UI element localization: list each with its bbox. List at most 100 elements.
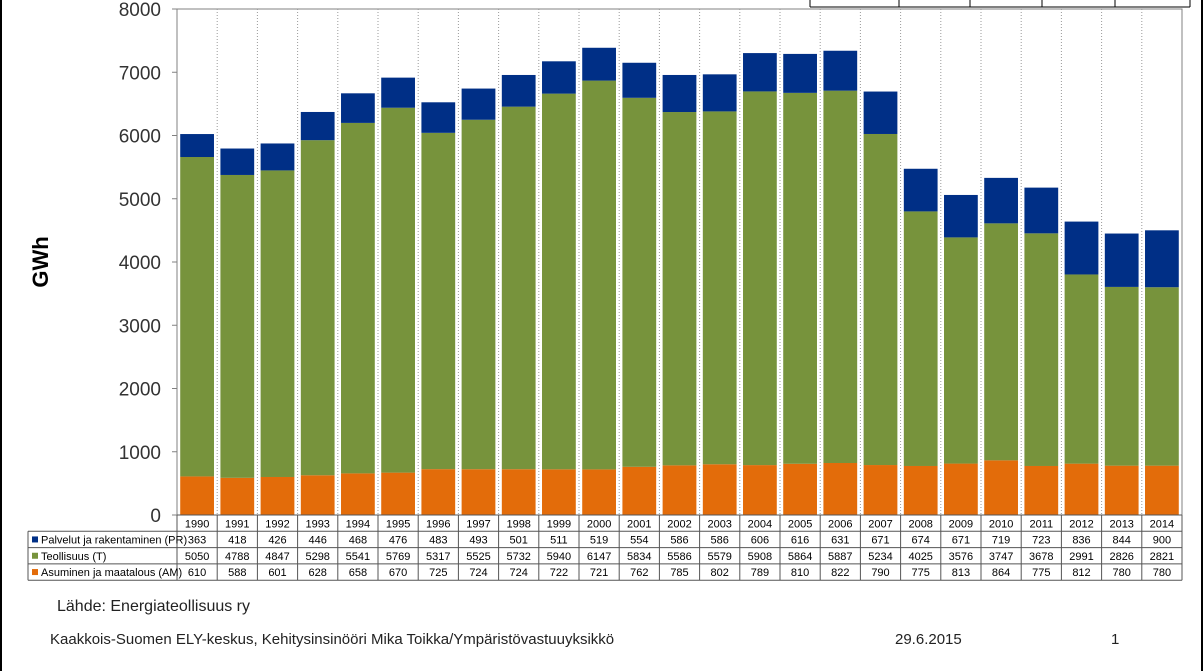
data-table-value: 670 xyxy=(389,567,407,579)
bar-segment xyxy=(944,194,978,238)
legend-key xyxy=(32,552,38,559)
bar-segment xyxy=(662,465,697,515)
data-table-value: 3678 xyxy=(1029,551,1053,563)
data-table-value: 812 xyxy=(1072,567,1090,579)
bar-segment xyxy=(220,477,255,515)
data-table-value: 5834 xyxy=(627,551,651,563)
data-table-value: 721 xyxy=(590,567,608,579)
bar-segment xyxy=(341,122,375,474)
bar-segment xyxy=(260,476,295,515)
legend-key xyxy=(32,569,38,576)
data-table-value: 789 xyxy=(751,567,769,579)
data-table-value: 864 xyxy=(992,567,1010,579)
data-table-value: 586 xyxy=(711,535,729,547)
y-tick-label: 0 xyxy=(150,506,161,527)
x-category-label: 1997 xyxy=(466,518,490,530)
data-table-value: 671 xyxy=(871,535,889,547)
data-table-value: 790 xyxy=(871,567,889,579)
data-table-value: 780 xyxy=(1113,567,1131,579)
bar-segment xyxy=(501,74,536,107)
bar-segment xyxy=(823,50,858,91)
x-category-label: 2014 xyxy=(1150,518,1174,530)
data-table-value: 2991 xyxy=(1069,551,1093,563)
slide-frame-right xyxy=(1201,0,1203,671)
x-category-label: 2008 xyxy=(908,518,932,530)
x-category-label: 2006 xyxy=(828,518,852,530)
bar-segment xyxy=(1024,465,1059,515)
data-table-value: 5298 xyxy=(305,551,329,563)
bar-segment xyxy=(300,111,335,141)
data-table-value: 658 xyxy=(349,567,367,579)
data-table-value: 4847 xyxy=(265,551,289,563)
x-category-label: 2004 xyxy=(748,518,772,530)
data-table-value: 501 xyxy=(510,535,528,547)
bar-segment xyxy=(743,465,777,515)
bar-segment xyxy=(1145,287,1179,466)
bar-segment xyxy=(903,465,938,515)
bar-segment xyxy=(542,469,576,515)
x-category-label: 2003 xyxy=(707,518,731,530)
data-table-value: 4025 xyxy=(908,551,932,563)
bar-segment xyxy=(863,91,898,134)
bar-segment xyxy=(863,133,898,466)
bar-segment xyxy=(622,62,657,98)
data-table-value: 601 xyxy=(268,567,286,579)
bar-segment xyxy=(622,97,657,467)
y-axis-label: GWh xyxy=(28,236,53,287)
bar-segment xyxy=(984,460,1018,515)
data-table-value: 785 xyxy=(670,567,688,579)
bar-segment xyxy=(582,80,616,470)
x-category-label: 2012 xyxy=(1069,518,1093,530)
data-table-value: 5579 xyxy=(707,551,731,563)
bar-segment xyxy=(381,107,415,473)
data-table-value: 671 xyxy=(952,535,970,547)
y-tick-label: 5000 xyxy=(119,190,161,211)
bar-segment xyxy=(823,90,858,464)
bar-segment xyxy=(180,157,214,477)
source-note: Lähde: Energiateollisuus ry xyxy=(57,598,251,615)
bar-segment xyxy=(180,134,214,158)
data-table-value: 363 xyxy=(188,535,206,547)
bar-segment xyxy=(662,74,697,113)
data-table-value: 631 xyxy=(831,535,849,547)
data-table-value: 483 xyxy=(429,535,447,547)
data-table-value: 813 xyxy=(952,567,970,579)
data-table-value: 468 xyxy=(349,535,367,547)
data-table-value: 5050 xyxy=(185,551,209,563)
x-category-label: 2010 xyxy=(989,518,1013,530)
bar-segment xyxy=(1104,286,1139,466)
y-tick-label: 8000 xyxy=(119,0,161,21)
data-table-value: 493 xyxy=(469,535,487,547)
x-category-label: 1992 xyxy=(265,518,289,530)
bar-segment xyxy=(702,74,737,112)
y-tick-label: 3000 xyxy=(119,316,161,337)
data-table-value: 616 xyxy=(791,535,809,547)
data-table-value: 900 xyxy=(1153,535,1171,547)
data-table-value: 2821 xyxy=(1150,551,1174,563)
bar-segment xyxy=(1024,233,1059,466)
bar-segment xyxy=(421,102,456,133)
bar-segment xyxy=(783,463,817,515)
y-tick-label: 7000 xyxy=(119,63,161,84)
data-table-value: 606 xyxy=(751,535,769,547)
data-table-value: 5586 xyxy=(667,551,691,563)
x-category-label: 1998 xyxy=(506,518,530,530)
data-table-value: 628 xyxy=(309,567,327,579)
x-category-label: 2005 xyxy=(788,518,812,530)
data-table-value: 446 xyxy=(309,535,327,547)
data-table-value: 3576 xyxy=(949,551,973,563)
data-table-value: 3747 xyxy=(989,551,1013,563)
bar-segment xyxy=(381,472,415,515)
data-table-value: 5769 xyxy=(386,551,410,563)
data-table-value: 724 xyxy=(510,567,528,579)
data-table-value: 802 xyxy=(711,567,729,579)
y-tick-label: 6000 xyxy=(119,127,161,148)
data-table-value: 762 xyxy=(630,567,648,579)
bar-segment xyxy=(1104,233,1139,287)
x-category-label: 1991 xyxy=(225,518,249,530)
bar-segment xyxy=(1145,230,1179,288)
bar-segment xyxy=(180,476,214,515)
bar-segment xyxy=(622,466,657,515)
x-category-label: 2013 xyxy=(1109,518,1133,530)
data-table-value: 6147 xyxy=(587,551,611,563)
